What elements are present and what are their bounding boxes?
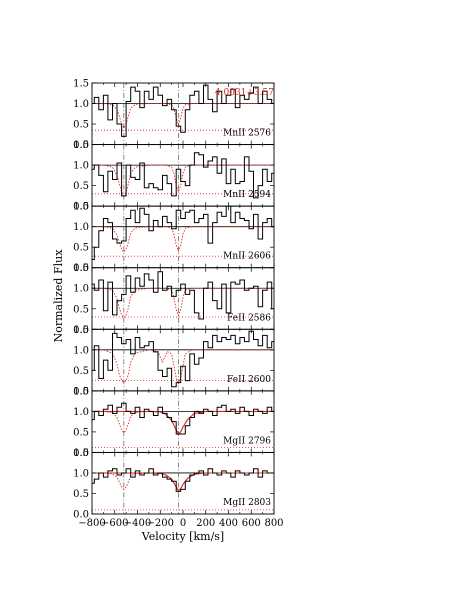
- y-tick-label: 1.0: [73, 222, 89, 233]
- panel-plot-area: [92, 329, 274, 391]
- y-tick-label: 0.0: [73, 448, 89, 459]
- x-tick-label: 600: [242, 518, 261, 529]
- panels-group: 0.0 0.5 1.0 1.5 MnII 2576 0.0 0.5 1.0 1.5 MnII 25…: [73, 79, 275, 521]
- flux-spectrum-line: [92, 330, 274, 388]
- y-tick-label: 1.0: [73, 161, 89, 172]
- spectrum-panel: 0.0 0.5 1.0 1.5 MnII 2576: [73, 79, 275, 151]
- x-axis-title: Velocity [km/s]: [141, 530, 224, 543]
- y-tick-label: 1.0: [73, 284, 89, 295]
- transition-label: FeII 2586: [227, 313, 271, 323]
- y-tick-label: 0.5: [73, 181, 89, 192]
- spectrum-panel: 0.0 0.5 1.0 1.5 FeII 2600: [73, 325, 275, 397]
- panel-plot-area: [92, 144, 274, 207]
- y-tick-label: 1.0: [73, 468, 89, 479]
- flux-spectrum-line: [92, 206, 274, 260]
- y-tick-label: 0.0: [73, 510, 89, 521]
- y-tick-label: 1.5: [73, 202, 89, 213]
- transition-label: FeII 2600: [227, 375, 271, 385]
- transition-label: MnII 2576: [223, 129, 271, 139]
- component-model-line: [92, 103, 274, 130]
- flux-spectrum-line: [92, 468, 274, 492]
- transition-label: MgII 2796: [223, 436, 271, 446]
- redshift-label: 4.0031+3.57: [215, 88, 274, 98]
- panel-plot-area: [92, 83, 274, 145]
- component-model-line: [92, 226, 274, 253]
- spectrum-panel: 0.0 0.5 1.0 1.5 FeII 2586: [73, 263, 275, 336]
- transition-label: MnII 2594: [223, 190, 271, 200]
- panel-plot-area: [92, 390, 274, 453]
- y-tick-label: 0.0: [73, 325, 89, 336]
- y-tick-label: 1.5: [73, 325, 89, 336]
- y-axis-title: Normalized Flux: [52, 249, 65, 343]
- spectrum-panel: 0.0 0.5 1.0 1.5 MnII 2594: [73, 140, 275, 213]
- y-tick-label: 0.0: [73, 140, 89, 151]
- x-tick-label: 200: [196, 518, 215, 529]
- model-fit-line: [92, 410, 274, 435]
- x-tick-label: −600: [101, 518, 128, 529]
- y-tick-label: 1.0: [73, 345, 89, 356]
- y-tick-label: 0.0: [73, 263, 89, 274]
- panel-plot-area: [92, 206, 274, 268]
- y-tick-label: 1.5: [73, 79, 89, 90]
- y-tick-label: 0.5: [73, 489, 89, 500]
- x-tick-label: −800: [78, 518, 105, 529]
- x-tick-label: −400: [124, 518, 151, 529]
- transition-label: MgII 2803: [223, 498, 271, 508]
- y-tick-label: 0.5: [73, 427, 89, 438]
- component-model-line: [92, 349, 274, 385]
- component-model-line: [92, 287, 274, 319]
- x-tick-label: 800: [264, 518, 283, 529]
- x-axis: −800−600−400−200 0 200 400 600 800: [78, 518, 283, 529]
- y-tick-label: 1.0: [73, 99, 89, 110]
- panel-plot-area: [92, 452, 274, 514]
- x-tick-label: 400: [219, 518, 238, 529]
- y-tick-label: 0.5: [73, 304, 89, 315]
- y-tick-label: 0.0: [73, 386, 89, 397]
- panel-plot-area: [92, 267, 274, 330]
- flux-spectrum-line: [92, 402, 274, 435]
- flux-spectrum-line: [92, 271, 274, 320]
- y-tick-label: 0.5: [73, 366, 89, 377]
- flux-spectrum-line: [92, 84, 274, 137]
- component-model-line: [92, 410, 274, 435]
- transition-label: MnII 2606: [223, 252, 271, 262]
- y-tick-label: 1.5: [73, 386, 89, 397]
- y-tick-label: 1.5: [73, 263, 89, 274]
- spectrum-panel: 0.0 0.5 1.0 1.5 MnII 2606: [73, 202, 275, 274]
- component-model-line: [92, 164, 274, 197]
- flux-spectrum-line: [92, 152, 274, 199]
- spectrum-panel: 0.0 0.5 1.0 1.5 MgII 2803: [73, 448, 275, 521]
- component-model-line: [92, 472, 274, 492]
- y-tick-label: 0.5: [73, 243, 89, 254]
- spectrum-panel: 0.0 0.5 1.0 1.5 MgII 2796: [73, 386, 275, 459]
- y-tick-label: 1.5: [73, 448, 89, 459]
- x-tick-label: −200: [147, 518, 174, 529]
- x-tick-label: 0: [180, 518, 186, 529]
- y-tick-label: 0.5: [73, 120, 89, 131]
- y-tick-label: 1.0: [73, 407, 89, 418]
- y-tick-label: 0.0: [73, 202, 89, 213]
- y-tick-label: 1.5: [73, 140, 89, 151]
